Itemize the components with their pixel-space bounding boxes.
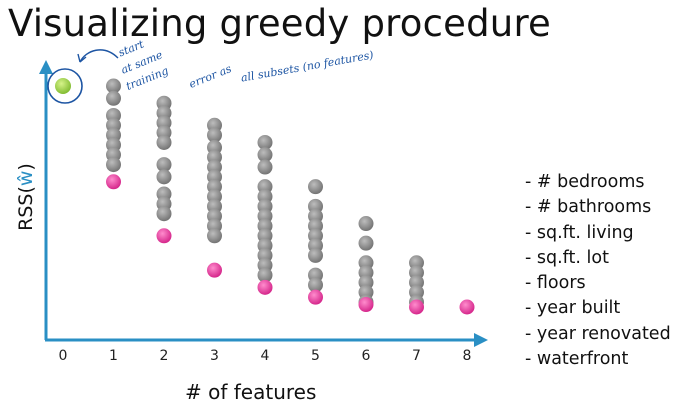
candidate-point [156, 134, 172, 150]
x-tick-label: 7 [412, 348, 421, 364]
feature-item: # bedrooms [525, 170, 671, 195]
slide-title: Visualizing greedy procedure [8, 2, 552, 45]
feature-item: # bathrooms [525, 195, 671, 220]
x-tick-label: 0 [59, 348, 68, 364]
annotation-arrowhead [77, 53, 87, 63]
best-point [156, 228, 172, 244]
feature-item: year renovated [525, 322, 671, 347]
annotation-arrow [79, 49, 119, 63]
y-axis-label: RSS(ŵ) [15, 163, 37, 231]
candidate-point [156, 169, 172, 185]
candidate-point [106, 157, 121, 173]
x-tick-label: 8 [463, 348, 472, 364]
candidate-point [106, 90, 121, 106]
candidate-point [106, 78, 121, 94]
x-tick-label: 5 [311, 348, 320, 364]
best-point [358, 297, 374, 313]
candidate-point [358, 235, 374, 251]
candidate-point [207, 228, 222, 244]
start-highlight-circle [47, 68, 83, 104]
best-point [459, 299, 475, 315]
x-tick-label: 4 [261, 348, 270, 364]
candidate-point [308, 179, 323, 195]
feature-item: waterfront [525, 347, 671, 372]
feature-item: floors [525, 271, 671, 296]
feature-item: sq.ft. living [525, 221, 671, 246]
feature-item: year built [525, 296, 671, 321]
feature-item: sq.ft. lot [525, 246, 671, 271]
best-point [106, 174, 121, 190]
candidate-point [156, 157, 172, 173]
best-point [207, 262, 222, 278]
candidate-point [156, 206, 172, 222]
candidate-point [308, 247, 323, 263]
x-tick-label: 2 [160, 348, 169, 364]
x-tick-label: 6 [362, 348, 371, 364]
candidate-point [308, 277, 323, 293]
candidate-point [257, 267, 273, 283]
best-point [409, 299, 424, 315]
data-points [55, 78, 475, 315]
start-point [55, 78, 71, 94]
best-point [308, 289, 323, 305]
x-axis-label: # of features [185, 380, 317, 404]
x-tick-label: 1 [109, 348, 118, 364]
x-tick-label: 3 [210, 348, 219, 364]
candidate-point [358, 216, 374, 232]
feature-list: # bedrooms# bathroomssq.ft. livingsq.ft.… [525, 170, 671, 372]
candidate-point [257, 159, 273, 175]
x-tick-labels: 0 1 2 3 4 5 6 7 8 [59, 348, 472, 364]
candidate-point [257, 134, 273, 150]
x-axis-arrow [474, 333, 488, 347]
y-axis-arrow [39, 60, 53, 74]
candidate-point [207, 127, 222, 143]
candidate-point [257, 147, 273, 163]
best-point [257, 279, 273, 295]
